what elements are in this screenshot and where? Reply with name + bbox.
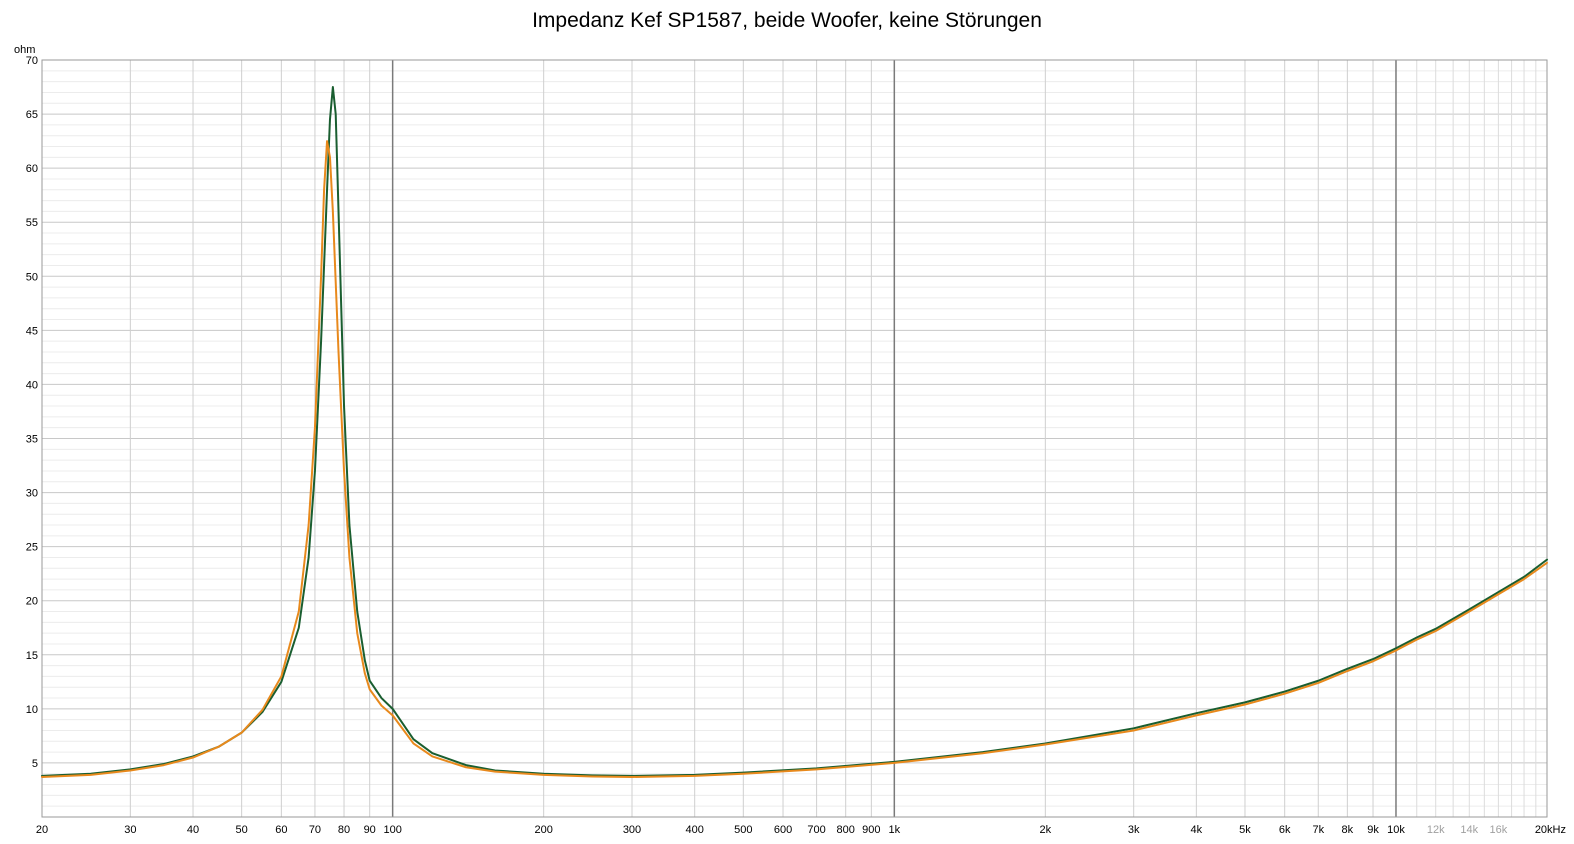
x-tick-label: 500 bbox=[734, 824, 752, 836]
y-tick-label: 50 bbox=[26, 271, 38, 283]
y-tick-labels: 5 10 15 20 25 30 35 40 45 50 55 60 65 70 bbox=[26, 55, 38, 770]
x-tick-label: 40 bbox=[187, 824, 199, 836]
x-tick-label: 14k bbox=[1460, 824, 1478, 836]
x-tick-label: 400 bbox=[686, 824, 704, 836]
y-tick-label: 40 bbox=[26, 379, 38, 391]
x-tick-label: 16k bbox=[1490, 824, 1508, 836]
x-tick-label: 80 bbox=[338, 824, 350, 836]
x-tick-label: 70 bbox=[309, 824, 321, 836]
x-tick-label: 20 bbox=[36, 824, 48, 836]
y-axis-label: ohm bbox=[14, 44, 35, 56]
y-tick-label: 45 bbox=[26, 325, 38, 337]
y-tick-label: 20 bbox=[26, 596, 38, 608]
y-tick-label: 65 bbox=[26, 109, 38, 121]
y-tick-label: 30 bbox=[26, 488, 38, 500]
y-tick-label: 55 bbox=[26, 217, 38, 229]
x-tick-label: 900 bbox=[862, 824, 880, 836]
x-tick-label: 12k bbox=[1427, 824, 1445, 836]
x-tick-label: 90 bbox=[364, 824, 376, 836]
x-tick-label: 5k bbox=[1239, 824, 1251, 836]
y-tick-label: 5 bbox=[32, 758, 38, 770]
x-tick-label: 4k bbox=[1191, 824, 1203, 836]
x-tick-label: 9k bbox=[1367, 824, 1379, 836]
x-tick-label: 50 bbox=[236, 824, 248, 836]
x-tick-label: 1k bbox=[889, 824, 901, 836]
y-tick-label: 10 bbox=[26, 704, 38, 716]
x-tick-label: 100 bbox=[383, 824, 401, 836]
x-tick-label: 3k bbox=[1128, 824, 1140, 836]
impedance-curve-1 bbox=[41, 86, 1548, 777]
x-tick-label: 700 bbox=[807, 824, 825, 836]
x-tick-label: 30 bbox=[124, 824, 136, 836]
series-layer bbox=[41, 86, 1548, 778]
y-tick-label: 60 bbox=[26, 163, 38, 175]
x-tick-label: 600 bbox=[774, 824, 792, 836]
x-tick-label: 300 bbox=[623, 824, 641, 836]
y-tick-label: 70 bbox=[26, 55, 38, 67]
y-tick-label: 25 bbox=[26, 542, 38, 554]
x-tick-label: 800 bbox=[837, 824, 855, 836]
x-tick-label: 200 bbox=[534, 824, 552, 836]
grid bbox=[42, 60, 1547, 817]
x-tick-labels: 20 30 40 50 60 70 80 90 100 200 300 400 500 600 700 800… bbox=[36, 824, 1566, 836]
x-tick-label: 10k bbox=[1387, 824, 1405, 836]
x-tick-label: 2k bbox=[1040, 824, 1052, 836]
chart-title: Impedanz Kef SP1587, beide Woofer, keine… bbox=[532, 9, 1042, 32]
x-tick-label: 6k bbox=[1279, 824, 1291, 836]
plot-frame bbox=[41, 59, 1548, 818]
x-tick-label: 60 bbox=[275, 824, 287, 836]
y-tick-label: 15 bbox=[26, 650, 38, 662]
impedance-curve-2 bbox=[41, 140, 1548, 778]
y-tick-label: 35 bbox=[26, 434, 38, 446]
x-tick-label: 7k bbox=[1312, 824, 1324, 836]
x-tick-label: 8k bbox=[1342, 824, 1354, 836]
x-tick-label: 20kHz bbox=[1535, 824, 1566, 836]
